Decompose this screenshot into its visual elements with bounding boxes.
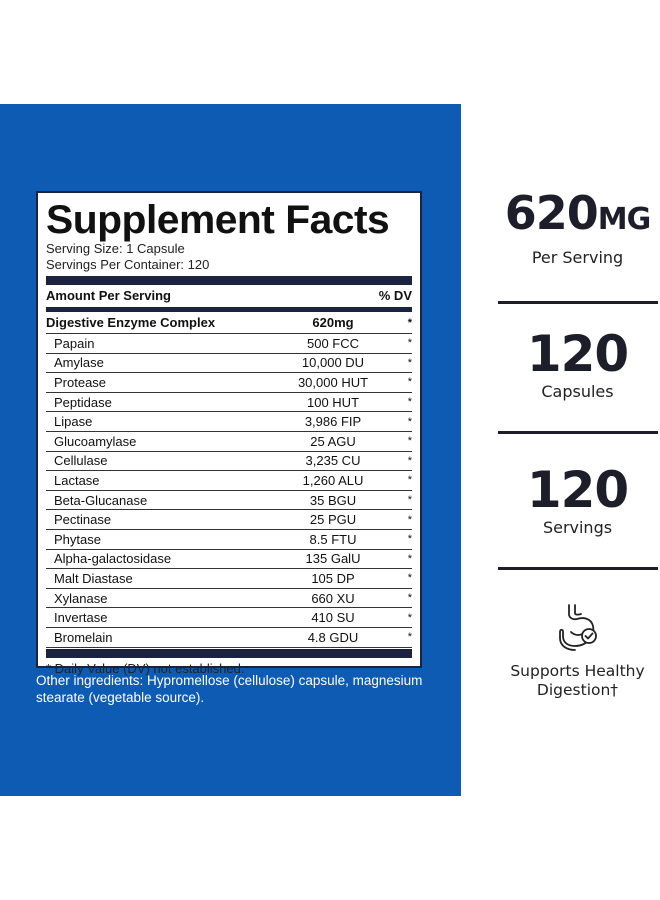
ingredient-dv: * (407, 552, 412, 565)
ingredient-row: Papain 500 FCC * (46, 334, 412, 354)
ingredient-name: Alpha-galactosidase (54, 551, 172, 567)
ingredient-dv: * (407, 592, 412, 605)
stat-dosage-value: 620 (504, 186, 599, 240)
benefit-block: Supports Healthy Digestion† (495, 602, 660, 700)
ingredient-name: Pectinase (54, 512, 112, 528)
ingredient-dv: * (407, 474, 412, 487)
ingredient-amount: 100 HUT (306, 394, 360, 410)
ingredient-row: Glucoamylase 25 AGU * (46, 432, 412, 452)
ingredient-amount: 25 PGU (309, 512, 357, 528)
serving-size: Serving Size: 1 Capsule (46, 241, 185, 256)
ingredient-row: Phytase 8.5 FTU * (46, 530, 412, 550)
stat-divider (498, 567, 658, 570)
ingredient-amount: 660 XU (311, 590, 355, 606)
ingredient-name: Xylanase (54, 590, 108, 606)
dv-footnote: * Daily Value (DV) not established. (46, 660, 245, 676)
ingredient-name: Digestive Enzyme Complex (46, 315, 216, 330)
ingredient-amount: 3,235 CU (305, 453, 361, 469)
ingredient-dv: * (407, 513, 412, 526)
ingredient-list: Papain 500 FCC * Amylase 10,000 DU * Protease 3… (46, 334, 412, 648)
benefit-line-1: Supports Healthy (510, 662, 645, 680)
ingredient-amount: 105 DP (311, 570, 355, 586)
stat-servings-value: 120 (526, 461, 629, 519)
ingredient-amount: 8.5 FTU (309, 531, 357, 547)
stat-dosage: 620MG Per Serving (495, 185, 660, 267)
stat-capsules-label: Capsules (541, 382, 614, 401)
amount-per-serving-label: Amount Per Serving (46, 288, 171, 303)
main-ingredient-row: Digestive Enzyme Complex 620mg * (46, 312, 412, 334)
ingredient-dv: * (407, 533, 412, 546)
ingredient-row: Bromelain 4.8 GDU * (46, 628, 412, 648)
stats-column: 620MG Per Serving 120 Capsules 120 Servi… (495, 185, 660, 700)
ingredient-row: Beta-Glucanase 35 BGU * (46, 491, 412, 511)
ingredient-row: Malt Diastase 105 DP * (46, 569, 412, 589)
ingredient-dv: * (407, 494, 412, 507)
ingredient-name: Cellulase (54, 453, 108, 469)
ingredient-name: Papain (54, 335, 95, 351)
ingredient-dv: * (407, 572, 412, 585)
ingredient-amount: 410 SU (311, 610, 355, 626)
ingredient-row: Peptidase 100 HUT * (46, 393, 412, 413)
ingredient-amount: 3,986 FIP (304, 414, 362, 430)
ingredient-name: Lipase (54, 414, 93, 430)
ingredient-dv: * (407, 454, 412, 467)
ingredient-amount: 135 GalU (305, 551, 361, 567)
stat-divider (498, 301, 658, 304)
stat-servings: 120 Servings (495, 462, 660, 537)
stat-divider (498, 431, 658, 434)
ingredient-name: Glucoamylase (54, 433, 137, 449)
ingredient-name: Peptidase (54, 394, 112, 410)
ingredient-dv: * (407, 396, 412, 409)
ingredient-row: Alpha-galactosidase 135 GalU * (46, 550, 412, 570)
bottom-divider-bar (46, 648, 412, 658)
ingredient-name: Invertase (54, 610, 108, 626)
ingredient-row: Cellulase 3,235 CU * (46, 452, 412, 472)
other-ingredients-text: Other ingredients: Hypromellose (cellulo… (36, 673, 423, 705)
top-divider-bar (46, 276, 412, 285)
benefit-line-2: Digestion† (536, 681, 619, 699)
ingredient-row: Lipase 3,986 FIP * (46, 412, 412, 432)
stat-capsules: 120 Capsules (495, 326, 660, 401)
ingredient-amount: 30,000 HUT (297, 374, 369, 390)
stat-capsules-value: 120 (526, 325, 629, 383)
supplement-facts-panel: Supplement Facts Serving Size: 1 Capsule… (36, 191, 422, 676)
ingredient-row: Invertase 410 SU * (46, 608, 412, 628)
ingredient-amount: 4.8 GDU (307, 629, 359, 645)
ingredient-amount: 620mg (312, 315, 354, 330)
ingredient-dv: * (407, 376, 412, 389)
servings-per-container: Servings Per Container: 120 (46, 257, 210, 272)
ingredient-row: Xylanase 660 XU * (46, 589, 412, 609)
amount-header-row: Amount Per Serving % DV (46, 285, 412, 312)
ingredient-name: Malt Diastase (54, 570, 133, 586)
ingredient-dv: * (407, 337, 412, 350)
ingredient-dv: * (407, 415, 412, 428)
stat-servings-label: Servings (542, 518, 613, 537)
ingredient-amount: 25 AGU (310, 433, 356, 449)
ingredient-dv: * (407, 631, 412, 644)
facts-title: Supplement Facts (46, 198, 390, 242)
ingredient-amount: 1,260 ALU (302, 472, 364, 488)
ingredient-row: Protease 30,000 HUT * (46, 373, 412, 393)
ingredient-amount: 35 BGU (309, 492, 357, 508)
stat-dosage-unit: MG (597, 202, 651, 237)
ingredient-dv: * (407, 611, 412, 624)
ingredient-name: Beta-Glucanase (54, 492, 148, 508)
stat-dosage-label: Per Serving (531, 248, 624, 267)
ingredient-name: Lactase (54, 472, 100, 488)
ingredient-name: Amylase (54, 355, 104, 371)
ingredient-amount: 500 FCC (306, 335, 360, 351)
ingredient-dv: * (407, 356, 412, 369)
ingredient-row: Lactase 1,260 ALU * (46, 471, 412, 491)
dv-header-label: % DV (378, 288, 412, 303)
ingredient-name: Bromelain (54, 629, 113, 645)
ingredient-row: Pectinase 25 PGU * (46, 510, 412, 530)
ingredient-row: Amylase 10,000 DU * (46, 354, 412, 374)
ingredient-dv: * (407, 316, 412, 329)
ingredient-dv: * (407, 435, 412, 448)
ingredient-name: Phytase (54, 531, 101, 547)
ingredient-amount: 10,000 DU (301, 355, 365, 371)
ingredient-name: Protease (54, 374, 107, 390)
stomach-icon (495, 602, 660, 654)
